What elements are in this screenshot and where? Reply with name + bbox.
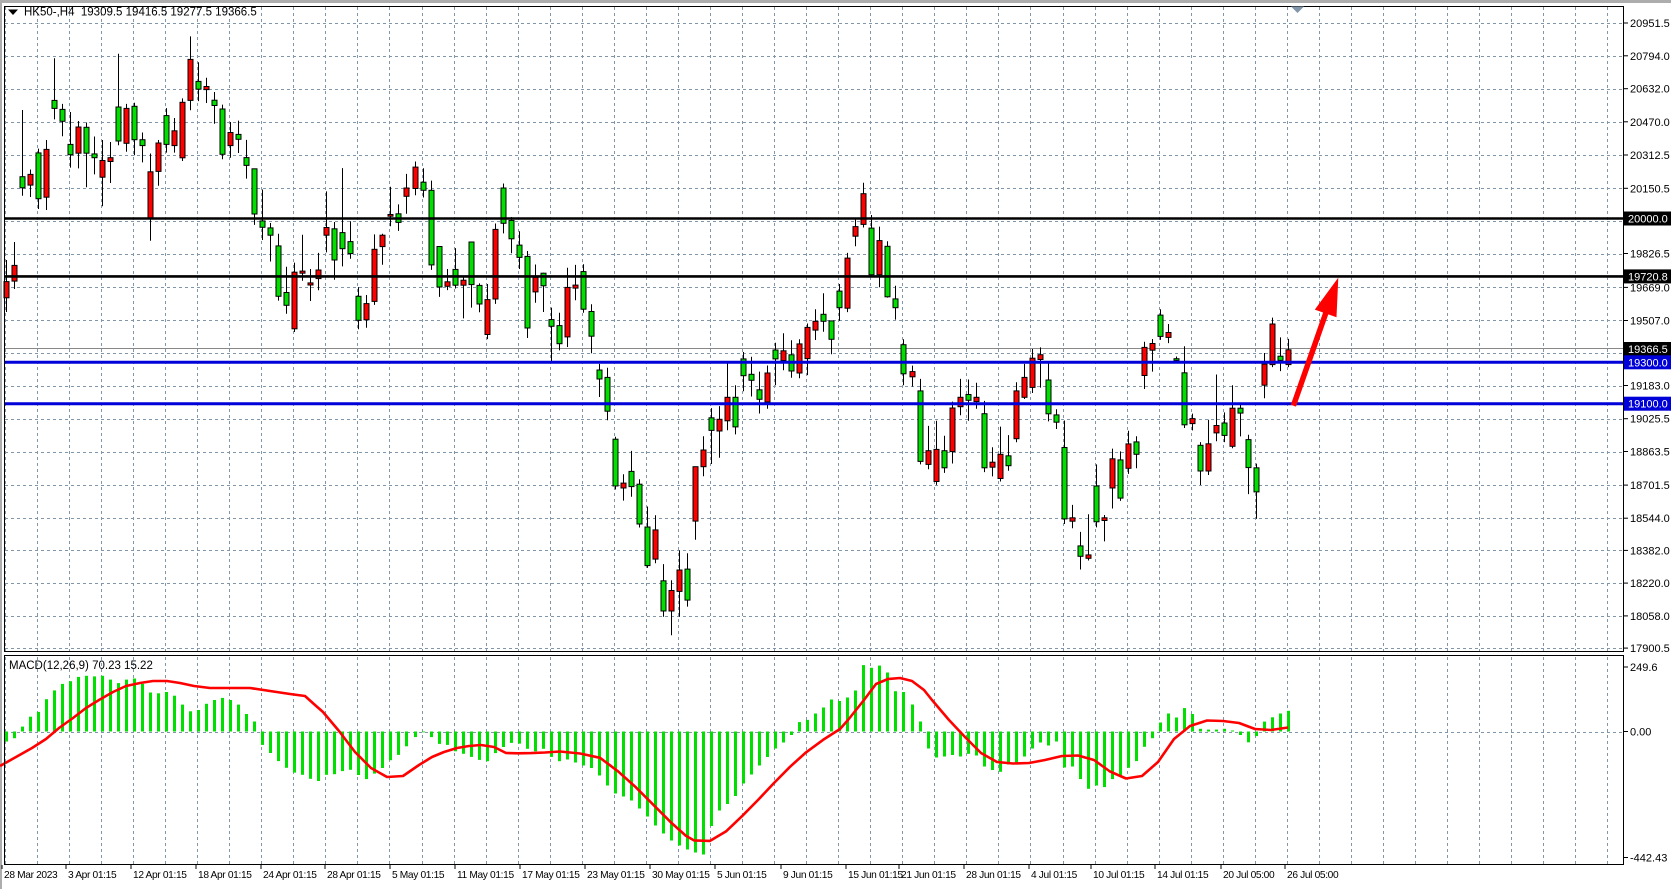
svg-text:249.6: 249.6 xyxy=(1630,662,1658,674)
svg-text:20632.0: 20632.0 xyxy=(1630,84,1670,96)
svg-text:18220.0: 18220.0 xyxy=(1630,578,1670,590)
svg-text:HK50-,H4 19309.5 19416.5 1927: HK50-,H4 19309.5 19416.5 19277.5 19366.5 xyxy=(24,7,257,19)
svg-text:11 May 01:15: 11 May 01:15 xyxy=(457,870,514,881)
svg-text:19826.5: 19826.5 xyxy=(1630,249,1670,261)
svg-text:30 May 01:15: 30 May 01:15 xyxy=(652,870,710,881)
svg-text:20312.5: 20312.5 xyxy=(1630,150,1670,162)
svg-text:18058.0: 18058.0 xyxy=(1630,611,1670,623)
svg-text:19300.0: 19300.0 xyxy=(1628,357,1668,369)
svg-text:17 May 01:15: 17 May 01:15 xyxy=(522,870,580,881)
svg-text:24 Apr 01:15: 24 Apr 01:15 xyxy=(263,870,317,881)
svg-text:19025.5: 19025.5 xyxy=(1630,414,1670,426)
svg-text:20 Jul 05:00: 20 Jul 05:00 xyxy=(1223,870,1275,881)
svg-text:0.00: 0.00 xyxy=(1630,727,1651,739)
svg-text:5 Jun 01:15: 5 Jun 01:15 xyxy=(717,870,767,881)
svg-text:20150.5: 20150.5 xyxy=(1630,183,1670,195)
svg-text:18382.0: 18382.0 xyxy=(1630,545,1670,557)
svg-text:28 Apr 01:15: 28 Apr 01:15 xyxy=(327,870,381,881)
svg-text:19366.5: 19366.5 xyxy=(1628,344,1668,356)
svg-text:20470.0: 20470.0 xyxy=(1630,117,1670,129)
svg-text:19100.0: 19100.0 xyxy=(1628,399,1668,411)
svg-text:18863.5: 18863.5 xyxy=(1630,447,1670,459)
svg-text:21 Jun 01:15: 21 Jun 01:15 xyxy=(901,870,956,881)
svg-text:20794.0: 20794.0 xyxy=(1630,51,1670,63)
svg-text:18544.0: 18544.0 xyxy=(1630,513,1670,525)
svg-text:5 May 01:15: 5 May 01:15 xyxy=(392,870,445,881)
svg-text:4 Jul 01:15: 4 Jul 01:15 xyxy=(1031,870,1078,881)
svg-text:18701.5: 18701.5 xyxy=(1630,480,1670,492)
svg-text:10 Jul 01:15: 10 Jul 01:15 xyxy=(1093,870,1145,881)
svg-text:19507.0: 19507.0 xyxy=(1630,316,1670,328)
svg-text:17900.5: 17900.5 xyxy=(1630,643,1670,655)
svg-text:28 Jun 01:15: 28 Jun 01:15 xyxy=(966,870,1021,881)
svg-text:20951.5: 20951.5 xyxy=(1630,18,1670,30)
svg-text:19669.0: 19669.0 xyxy=(1630,282,1670,294)
svg-text:20000.0: 20000.0 xyxy=(1628,214,1668,226)
svg-text:MACD(12,26,9) 70.23 15.22: MACD(12,26,9) 70.23 15.22 xyxy=(9,660,153,672)
svg-text:23 May 01:15: 23 May 01:15 xyxy=(587,870,645,881)
svg-text:26 Jul 05:00: 26 Jul 05:00 xyxy=(1287,870,1339,881)
svg-text:12 Apr 01:15: 12 Apr 01:15 xyxy=(133,870,187,881)
svg-text:19183.0: 19183.0 xyxy=(1630,381,1670,393)
svg-text:15 Jun 01:15: 15 Jun 01:15 xyxy=(848,870,903,881)
svg-text:28 Mar 2023: 28 Mar 2023 xyxy=(4,870,58,881)
svg-text:19720.8: 19720.8 xyxy=(1628,271,1668,283)
svg-text:3 Apr 01:15: 3 Apr 01:15 xyxy=(68,870,117,881)
svg-text:-442.43: -442.43 xyxy=(1630,853,1667,865)
svg-text:9 Jun 01:15: 9 Jun 01:15 xyxy=(783,870,833,881)
svg-text:14 Jul 01:15: 14 Jul 01:15 xyxy=(1157,870,1209,881)
svg-text:18 Apr 01:15: 18 Apr 01:15 xyxy=(198,870,252,881)
